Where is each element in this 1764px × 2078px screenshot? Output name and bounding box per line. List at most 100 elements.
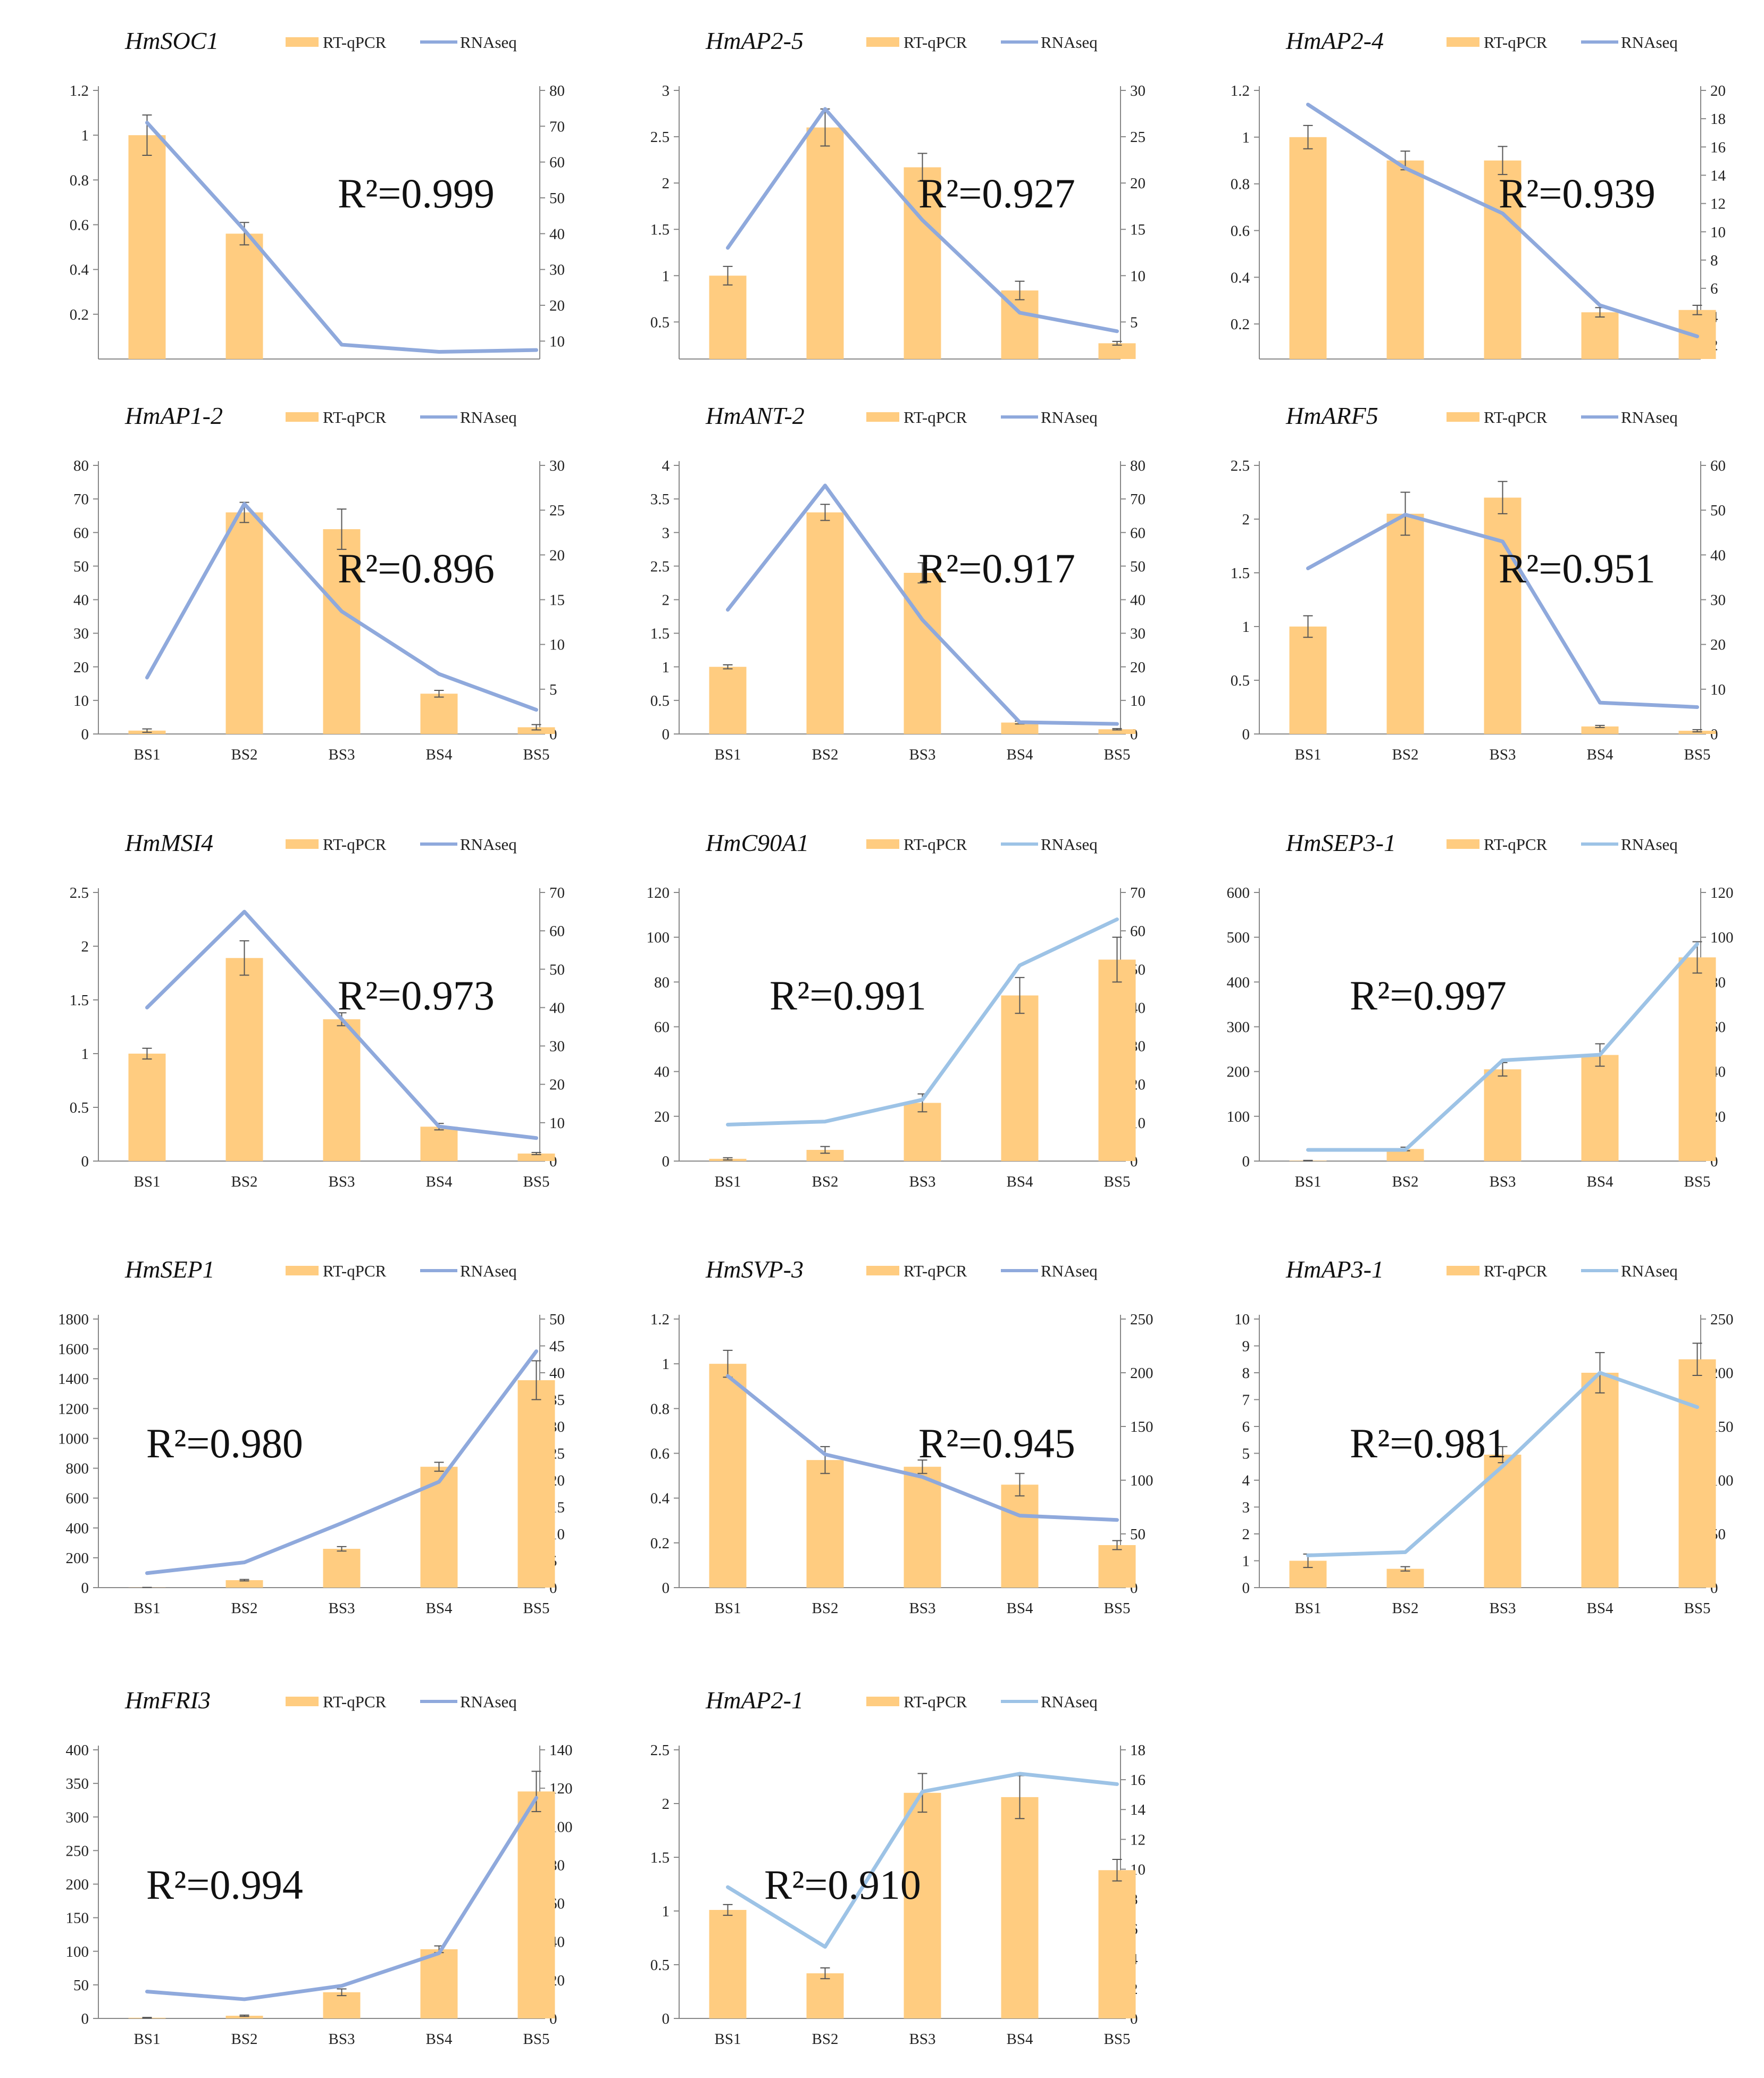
left-tick-label: 0 (81, 1153, 89, 1170)
bar-rtqpcr-bs2 (225, 958, 263, 1161)
x-tick-label: BS5 (523, 1600, 550, 1617)
bar-rtqpcr-bs3 (323, 1992, 361, 2018)
legend-label-rtqpcr: RT-qPCR (323, 1692, 387, 1711)
bar-rtqpcr-bs5 (517, 1153, 555, 1161)
right-tick-label: 50 (1130, 558, 1146, 575)
left-tick-label: 3 (662, 524, 670, 541)
legend-swatch-rtqpcr (1447, 839, 1479, 849)
error-bar (1692, 941, 1702, 974)
x-tick-label: BS1 (134, 1600, 161, 1617)
right-tick-label: 30 (549, 262, 565, 279)
left-tick-label: 10 (73, 692, 89, 710)
left-tick-label: 0.6 (650, 1446, 670, 1463)
x-tick-label: BS4 (1007, 746, 1033, 763)
legend-label-rtqpcr: RT-qPCR (323, 408, 387, 427)
error-bar (917, 153, 927, 182)
r-squared-label: R²=0.910 (764, 1862, 921, 1908)
bar-rtqpcr-bs3 (904, 1103, 941, 1161)
right-tick-label: 140 (549, 1742, 573, 1759)
left-tick-label: 10 (1234, 1311, 1250, 1328)
line-rnaseq (1306, 513, 1699, 709)
chart-title: HmAP2-5 (705, 27, 804, 54)
chart-title: HmSEP3-1 (1285, 829, 1396, 856)
chart-panels: HmSOC1 RT-qPCR RNAseq0.20.40.60.811.210203… (58, 27, 1734, 2048)
x-tick-label: BS1 (715, 1173, 741, 1190)
bar-rtqpcr-bs3 (904, 573, 941, 734)
error-bar (1692, 729, 1702, 732)
x-tick-label: BS1 (715, 746, 741, 763)
x-tick-label: BS3 (909, 2031, 936, 2048)
bar-rtqpcr-bs4 (1581, 1373, 1619, 1588)
legend-label-rtqpcr: RT-qPCR (904, 1692, 967, 1711)
right-tick-label: 20 (549, 297, 565, 314)
right-tick-label: 6 (1710, 280, 1718, 297)
error-bar (142, 728, 152, 733)
x-tick-label: BS1 (134, 1173, 161, 1190)
r-squared-label: R²=0.980 (146, 1420, 303, 1466)
bar-rtqpcr-bs5 (1098, 343, 1136, 359)
x-tick-label: BS3 (329, 1173, 355, 1190)
x-tick-label: BS1 (1295, 1600, 1322, 1617)
right-tick-label: 10 (1710, 224, 1726, 241)
left-tick-label: 3 (1242, 1499, 1250, 1516)
right-tick-label: 30 (549, 457, 565, 474)
left-tick-label: 1.2 (70, 82, 89, 99)
bar-rtqpcr-bs3 (904, 1466, 941, 1588)
error-bar (1400, 1566, 1410, 1572)
x-tick-label: BS5 (1684, 1173, 1711, 1190)
error-bar (1692, 1342, 1702, 1376)
left-tick-label: 0.5 (1231, 672, 1250, 689)
left-tick-label: 1 (662, 1903, 670, 1920)
right-tick-label: 10 (1130, 268, 1146, 285)
left-tick-label: 6 (1242, 1418, 1250, 1436)
x-tick-label: BS5 (1104, 2031, 1131, 2048)
x-tick-label: BS5 (523, 1173, 550, 1190)
error-bar (820, 1967, 830, 1980)
x-tick-label: BS5 (1104, 1600, 1131, 1617)
error-bar (1498, 481, 1508, 514)
x-tick-label: BS1 (134, 746, 161, 763)
left-tick-label: 2 (1242, 1526, 1250, 1543)
left-tick-label: 0.5 (650, 314, 670, 331)
error-bar (239, 1579, 249, 1582)
right-tick-label: 12 (1710, 196, 1726, 213)
bar-rtqpcr-bs2 (1386, 1149, 1424, 1161)
chart-panel-hmsep1: HmSEP1 RT-qPCR RNAseq 0 200 400 600 800 1000 1200… (58, 1256, 565, 1617)
right-tick-label: 30 (1710, 592, 1726, 609)
error-bar (239, 940, 249, 976)
r-squared-label: R²=0.945 (918, 1420, 1075, 1466)
bar-rtqpcr-bs1 (128, 135, 166, 359)
line-rnaseq (145, 1349, 538, 1575)
x-tick-label: BS3 (329, 1600, 355, 1617)
bar-rtqpcr-bs1 (1289, 627, 1327, 734)
bar-rtqpcr-bs4 (420, 1949, 458, 2018)
x-tick-label: BS5 (1104, 1173, 1131, 1190)
bar-rtqpcr-bs5 (1098, 1545, 1136, 1588)
right-tick-label: 100 (1710, 929, 1734, 946)
error-bar (1595, 724, 1605, 728)
line-rnaseq (145, 121, 538, 354)
x-tick-label: BS4 (426, 1173, 453, 1190)
left-tick-label: 1 (81, 127, 89, 144)
bar-rtqpcr-bs3 (323, 529, 361, 734)
bar-rtqpcr-bs2 (806, 127, 844, 360)
x-tick-label: BS2 (231, 1173, 258, 1190)
left-tick-label: 0.4 (650, 1490, 670, 1507)
legend-label-rnaseq: RNAseq (1041, 835, 1098, 854)
left-tick-label: 1 (1242, 619, 1250, 636)
left-tick-label: 250 (66, 1842, 89, 1859)
bar-rtqpcr-bs2 (225, 2015, 263, 2018)
bar-rtqpcr-bs2 (225, 233, 263, 359)
right-tick-label: 50 (1710, 502, 1726, 519)
bar-rtqpcr-bs5 (1098, 729, 1136, 734)
x-tick-label: BS4 (1007, 2031, 1033, 2048)
left-tick-label: 800 (66, 1461, 89, 1478)
error-bar (723, 1157, 733, 1161)
left-tick-label: 2 (662, 175, 670, 192)
error-bar (142, 1047, 152, 1060)
left-tick-label: 1200 (58, 1400, 89, 1417)
x-tick-label: BS5 (523, 2031, 550, 2048)
left-tick-label: 1 (1242, 1553, 1250, 1570)
left-tick-label: 1 (1242, 129, 1250, 146)
left-tick-label: 70 (73, 491, 89, 508)
